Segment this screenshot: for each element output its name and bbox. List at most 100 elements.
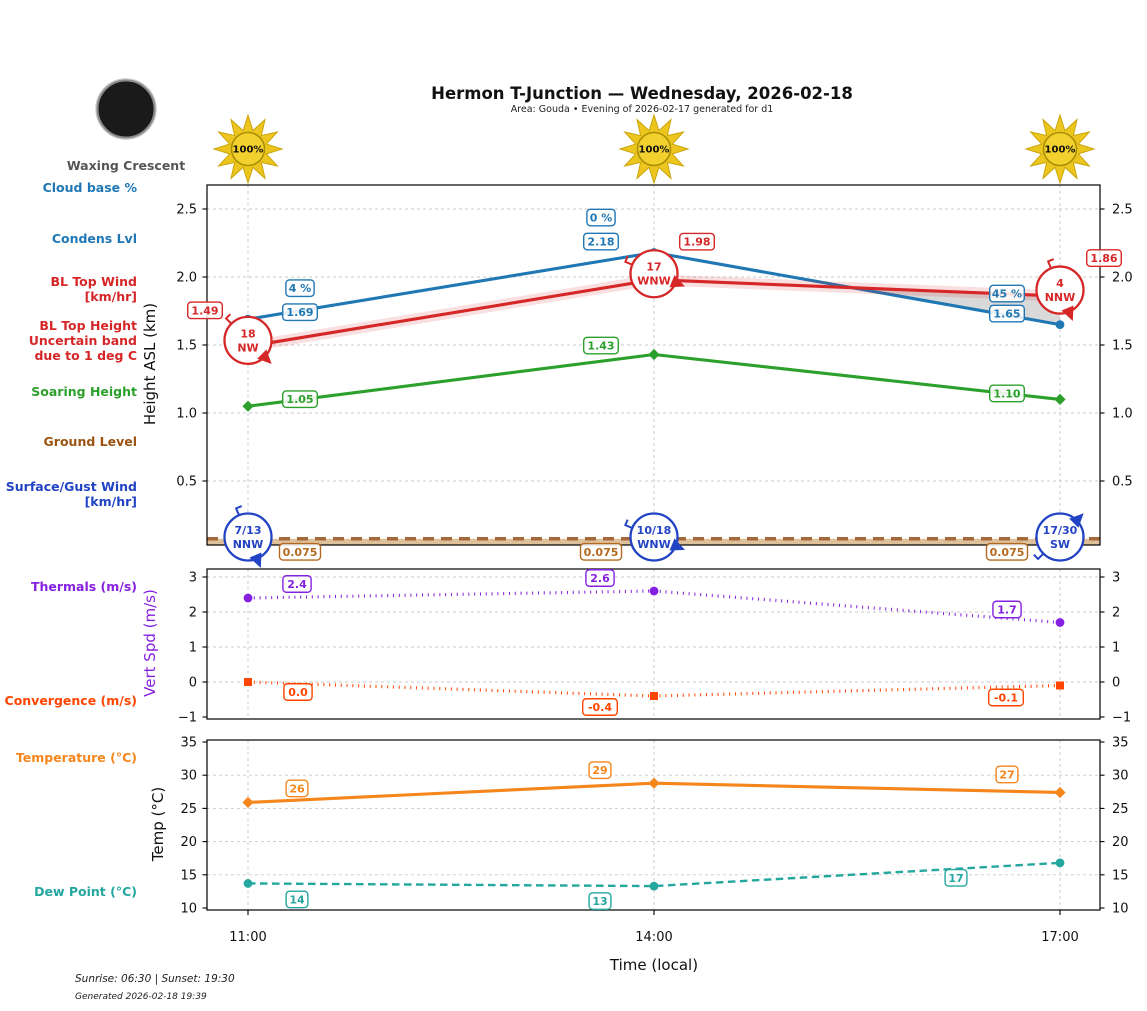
- svg-text:17:00: 17:00: [1041, 930, 1078, 945]
- svg-text:4 %: 4 %: [289, 282, 312, 295]
- svg-text:29: 29: [592, 764, 607, 777]
- svg-text:1.43: 1.43: [587, 340, 614, 353]
- svg-text:17: 17: [948, 872, 963, 885]
- svg-text:NNW: NNW: [1045, 291, 1076, 304]
- sunrise-sunset-note: Sunrise: 06:30 | Sunset: 19:30: [75, 973, 235, 985]
- vertical-speed-chart: −1 −1 0 0 1 1 2 2 3 3 2.4 2.6 1.7 0.0 -0.4 -0.1: [178, 568, 1131, 726]
- svg-text:0: 0: [189, 676, 197, 691]
- axes: −1 −1 0 0 1 1 2 2 3 3: [178, 568, 1131, 726]
- svg-text:100%: 100%: [233, 145, 264, 156]
- svg-text:1: 1: [189, 641, 197, 656]
- legend-convergence: Convergence (m/s): [4, 693, 137, 708]
- svg-text:20: 20: [180, 835, 197, 850]
- value-label: 1.10: [989, 384, 1026, 403]
- value-label: 1.05: [282, 390, 319, 409]
- svg-text:NNW: NNW: [233, 538, 264, 551]
- ground-level-labels: 0.075 0.075 0.075: [278, 542, 1029, 561]
- svg-text:35: 35: [180, 736, 197, 751]
- svg-text:15: 15: [1112, 868, 1129, 883]
- legend-bl-top-height-3: due to 1 deg C: [34, 348, 137, 363]
- generated-note: Generated 2026-02-18 19:39: [75, 992, 207, 1002]
- svg-text:13: 13: [592, 895, 607, 908]
- moon-phase-label: Waxing Crescent: [66, 158, 186, 173]
- legend-soaring-height: Soaring Height: [31, 384, 137, 399]
- svg-text:0.5: 0.5: [176, 475, 197, 490]
- axes: 10 10 15 15 20 20 25 25 30 30 35 35 11:00 14:00 17:00: [180, 736, 1128, 946]
- legend-cloud-base: Cloud base %: [42, 180, 137, 195]
- svg-text:27: 27: [999, 768, 1014, 781]
- value-label: 1.69: [282, 303, 319, 322]
- value-label: 4 %: [285, 279, 315, 298]
- svg-text:2.0: 2.0: [1112, 271, 1133, 286]
- svg-text:1.0: 1.0: [176, 407, 197, 422]
- legend-bl-top-height-2: Uncertain band: [28, 333, 137, 348]
- svg-text:15: 15: [180, 868, 197, 883]
- svg-text:100%: 100%: [1045, 145, 1076, 156]
- svg-text:7/13: 7/13: [235, 524, 262, 537]
- svg-text:0.5: 0.5: [1112, 475, 1133, 490]
- value-label: 2.18: [583, 232, 620, 251]
- svg-text:10: 10: [180, 902, 197, 917]
- value-label: 0.075: [579, 542, 623, 561]
- svg-text:11:00: 11:00: [229, 930, 266, 945]
- svg-text:1.69: 1.69: [286, 306, 313, 319]
- legend-ground-level: Ground Level: [43, 434, 137, 449]
- sun-icon: 100%: [618, 113, 690, 185]
- moon-icon: [95, 78, 157, 140]
- dew-point-labels: 14 13 17: [285, 868, 968, 911]
- legend-surface-wind-units: [km/hr]: [84, 494, 137, 509]
- svg-text:14: 14: [289, 893, 305, 906]
- gridlines: [207, 569, 1100, 719]
- svg-text:26: 26: [289, 782, 305, 795]
- svg-text:18: 18: [240, 327, 255, 340]
- value-label: 0.075: [278, 542, 322, 561]
- convergence-series: [244, 678, 1064, 700]
- thermals-labels: 2.4 2.6 1.7: [282, 569, 1022, 619]
- time-axis-label: Time (local): [609, 956, 699, 974]
- svg-text:4: 4: [1056, 277, 1064, 290]
- svg-text:2: 2: [189, 606, 197, 621]
- svg-text:2.5: 2.5: [176, 203, 197, 218]
- temperature-series: [242, 777, 1066, 809]
- value-label: 13: [588, 892, 612, 911]
- svg-text:1.86: 1.86: [1090, 252, 1117, 265]
- svg-text:2: 2: [1112, 606, 1120, 621]
- legend-surface-wind: Surface/Gust Wind: [5, 479, 137, 494]
- value-label: 26: [285, 779, 309, 798]
- legend-bl-top-height: BL Top Height: [39, 318, 137, 333]
- value-label: 17: [944, 868, 968, 887]
- value-label: 14: [285, 890, 309, 909]
- legend-thermals: Thermals (m/s): [30, 579, 137, 594]
- thermals-series: [243, 586, 1065, 627]
- page-title: Hermon T-Junction — Wednesday, 2026-02-1…: [431, 84, 853, 103]
- value-label: 1.65: [989, 304, 1026, 323]
- soaring-height-series: [242, 348, 1066, 412]
- value-label: -0.4: [582, 698, 619, 716]
- sun-icon: 100%: [212, 113, 284, 185]
- svg-text:25: 25: [1112, 802, 1129, 817]
- svg-text:−1: −1: [1112, 711, 1131, 726]
- svg-text:1.0: 1.0: [1112, 407, 1133, 422]
- value-label: 27: [995, 765, 1019, 784]
- svg-text:-0.4: -0.4: [588, 701, 612, 714]
- svg-text:17/30: 17/30: [1043, 524, 1078, 537]
- value-label: -0.1: [988, 688, 1025, 707]
- value-label: 45 %: [989, 284, 1026, 303]
- gridlines: [207, 185, 1100, 545]
- value-label: 1.49: [186, 301, 223, 320]
- svg-text:1: 1: [1112, 641, 1120, 656]
- soaring-height-labels: 1.05 1.43 1.10: [282, 336, 1026, 409]
- svg-text:1.7: 1.7: [997, 604, 1017, 617]
- svg-text:30: 30: [180, 769, 197, 784]
- condens-lvl-labels: 1.69 2.18 1.65 4 % 0 % 45 %: [282, 208, 1026, 323]
- svg-text:1.49: 1.49: [191, 304, 218, 317]
- svg-text:NW: NW: [237, 341, 258, 354]
- svg-text:25: 25: [180, 802, 197, 817]
